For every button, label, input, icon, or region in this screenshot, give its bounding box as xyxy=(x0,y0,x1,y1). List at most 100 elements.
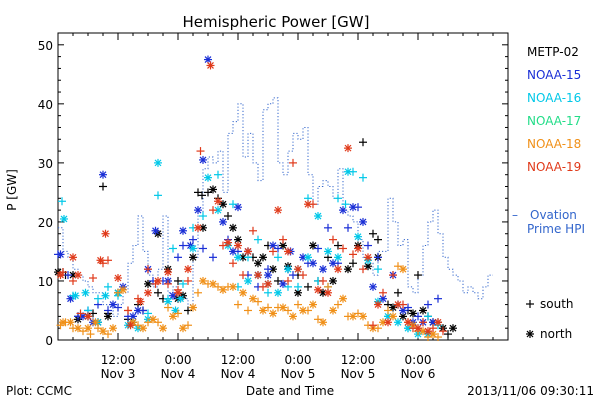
south-marker xyxy=(124,306,132,315)
north-marker xyxy=(204,173,212,182)
y-axis-label: P [GW] xyxy=(5,169,19,211)
south-marker xyxy=(174,253,182,262)
y-tick-label: 20 xyxy=(38,216,53,230)
north-marker xyxy=(189,253,197,262)
south-marker xyxy=(164,279,172,288)
north-marker xyxy=(344,265,352,274)
north-marker xyxy=(319,318,327,327)
north-marker xyxy=(84,312,92,321)
north-marker xyxy=(449,324,457,333)
south-marker xyxy=(341,200,350,209)
legend: METP-02 NOAA-15 NOAA-16 NOAA-17 NOAA-18 NOAA-… xyxy=(512,45,585,341)
series-noaa-15 xyxy=(54,55,442,327)
north-marker xyxy=(199,276,207,285)
north-marker xyxy=(199,155,207,164)
legend-item-noaa-16: NOAA-16 xyxy=(527,91,581,105)
south-marker xyxy=(229,200,237,209)
north-marker xyxy=(69,253,77,262)
footer-left: Plot: CCMC xyxy=(6,384,72,398)
north-marker xyxy=(319,265,327,274)
ovation-line xyxy=(58,97,493,317)
south-marker xyxy=(349,259,357,268)
series-noaa-18 xyxy=(56,262,442,342)
south-marker xyxy=(434,294,442,303)
north-marker xyxy=(414,324,422,333)
south-marker xyxy=(344,223,352,232)
north-marker xyxy=(219,285,227,294)
north-marker xyxy=(214,197,222,206)
south-marker xyxy=(424,312,432,321)
north-marker xyxy=(229,282,237,291)
south-marker xyxy=(284,276,292,285)
legend-item-metp-02: METP-02 xyxy=(527,45,579,59)
north-marker xyxy=(259,306,267,315)
north-marker xyxy=(224,238,232,247)
north-marker xyxy=(304,253,312,262)
north-marker xyxy=(189,244,197,253)
y-tick-label: 50 xyxy=(38,39,53,53)
south-marker xyxy=(444,330,452,339)
north-marker xyxy=(169,312,177,321)
south-marker xyxy=(384,306,392,315)
north-marker xyxy=(349,312,357,321)
x-tick-date: Nov 6 xyxy=(401,367,436,381)
north-marker xyxy=(324,288,332,297)
south-marker xyxy=(254,235,262,244)
north-marker xyxy=(244,276,252,285)
north-marker xyxy=(299,306,307,315)
x-tick-time: 0:00 xyxy=(165,353,192,367)
legend-item-noaa-17: NOAA-17 xyxy=(527,114,581,128)
north-marker xyxy=(101,291,110,300)
north-marker xyxy=(434,318,442,327)
north-marker xyxy=(109,300,117,309)
north-marker xyxy=(179,324,187,333)
north-marker xyxy=(274,288,282,297)
north-marker xyxy=(139,324,147,333)
y-tick-label: 40 xyxy=(38,98,53,112)
series-noaa-19 xyxy=(56,61,447,336)
north-marker xyxy=(329,306,337,315)
south-marker xyxy=(198,191,206,200)
north-marker xyxy=(179,226,187,235)
chart-title: Hemispheric Power [GW] xyxy=(183,13,370,31)
south-marker xyxy=(89,274,97,283)
north-marker xyxy=(354,232,362,241)
north-marker xyxy=(184,265,192,274)
south-marker xyxy=(299,271,307,280)
south-marker xyxy=(104,306,112,315)
y-tick-label: 0 xyxy=(45,334,53,348)
north-marker xyxy=(126,321,135,330)
y-tick-label: 30 xyxy=(38,157,53,171)
south-marker xyxy=(414,312,422,321)
north-marker xyxy=(404,318,412,327)
x-tick-time: 0:00 xyxy=(405,353,432,367)
north-marker xyxy=(389,312,397,321)
north-marker xyxy=(264,279,272,288)
north-marker xyxy=(151,226,160,235)
south-marker xyxy=(99,182,107,191)
north-marker xyxy=(384,318,392,327)
north-marker xyxy=(144,279,152,288)
south-marker xyxy=(69,276,77,285)
north-marker xyxy=(289,312,297,321)
south-marker xyxy=(214,170,222,179)
north-marker xyxy=(329,259,337,268)
south-marker xyxy=(164,303,172,312)
footer-right: 2013/11/06 09:30:11 xyxy=(467,384,594,398)
north-marker xyxy=(109,324,117,333)
north-marker xyxy=(119,285,127,294)
south-marker xyxy=(179,241,187,250)
south-marker xyxy=(154,288,162,297)
north-marker xyxy=(239,288,247,297)
south-marker xyxy=(334,194,342,203)
north-marker xyxy=(144,288,152,297)
south-marker xyxy=(419,318,427,327)
south-marker xyxy=(184,276,192,285)
north-marker xyxy=(294,265,302,274)
south-marker xyxy=(304,282,312,291)
x-tick-time: 12:00 xyxy=(341,353,376,367)
north-marker xyxy=(269,241,277,250)
north-marker xyxy=(74,271,82,280)
south-marker xyxy=(334,241,342,250)
south-marker xyxy=(174,276,182,285)
